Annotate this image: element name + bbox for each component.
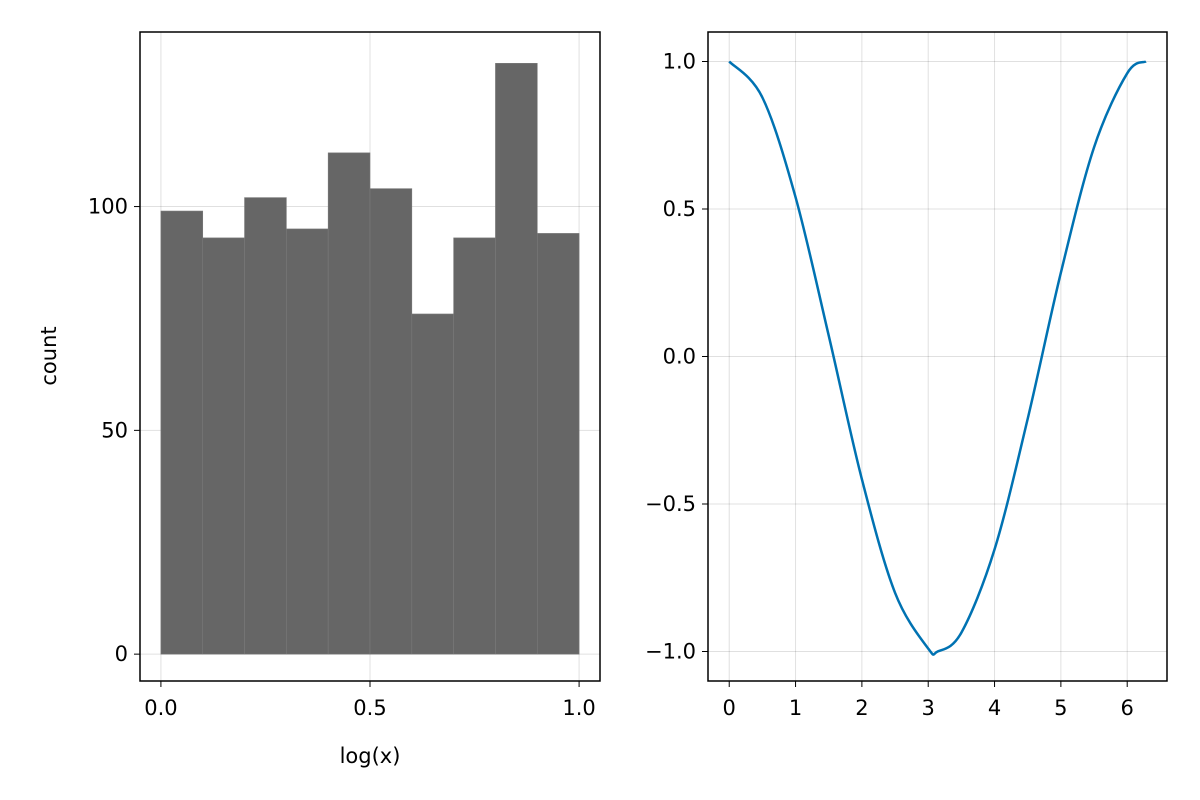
cosine-panel: 0 1 2 3 4 5 6 −1.0 −0.5 0.0 0.5 1.0 <box>645 31 1168 721</box>
histogram-x-tick-label: 0.0 <box>144 696 177 720</box>
cosine-x-tick-label: 5 <box>1054 696 1067 720</box>
cosine-y-tick-label: 0.0 <box>663 345 696 369</box>
histogram-ticks: 0.0 0.5 1.0 0 50 100 <box>88 195 596 720</box>
histogram-bar <box>453 237 496 655</box>
histogram-bar <box>160 210 204 655</box>
histogram-bar <box>495 63 538 655</box>
histogram-bars <box>160 63 580 655</box>
histogram-bar <box>244 197 287 655</box>
histogram-bar <box>369 188 413 655</box>
cosine-gridlines <box>708 32 1167 681</box>
cosine-x-tick-label: 2 <box>855 696 868 720</box>
histogram-y-tick-label: 100 <box>88 195 128 219</box>
histogram-bar <box>536 233 580 655</box>
cosine-series-line <box>728 60 1147 656</box>
histogram-bar <box>411 313 454 655</box>
cosine-y-tick-label: −1.0 <box>645 640 696 664</box>
histogram-y-tick-label: 0 <box>115 642 128 666</box>
cosine-x-tick-label: 4 <box>988 696 1001 720</box>
cosine-x-tick-label: 6 <box>1121 696 1134 720</box>
histogram-y-tick-label: 50 <box>101 418 128 442</box>
histogram-panel: 0.0 0.5 1.0 0 50 100 log(x) count <box>37 31 601 768</box>
cosine-y-tick-label: 0.5 <box>663 197 696 221</box>
histogram-bar <box>202 237 245 655</box>
cosine-y-tick-label: 1.0 <box>663 50 696 74</box>
cosine-x-tick-label: 3 <box>922 696 935 720</box>
histogram-x-tick-label: 1.0 <box>562 696 595 720</box>
histogram-bar <box>286 228 329 655</box>
histogram-x-axis-label: log(x) <box>340 744 401 768</box>
cosine-x-tick-label: 0 <box>723 696 736 720</box>
cosine-y-tick-label: −0.5 <box>645 492 696 516</box>
cosine-x-tick-label: 1 <box>789 696 802 720</box>
histogram-x-tick-label: 0.5 <box>353 696 386 720</box>
histogram-bar <box>327 152 371 655</box>
cosine-ticks: 0 1 2 3 4 5 6 −1.0 −0.5 0.0 0.5 1.0 <box>645 50 1134 721</box>
histogram-y-axis-label: count <box>37 326 61 385</box>
